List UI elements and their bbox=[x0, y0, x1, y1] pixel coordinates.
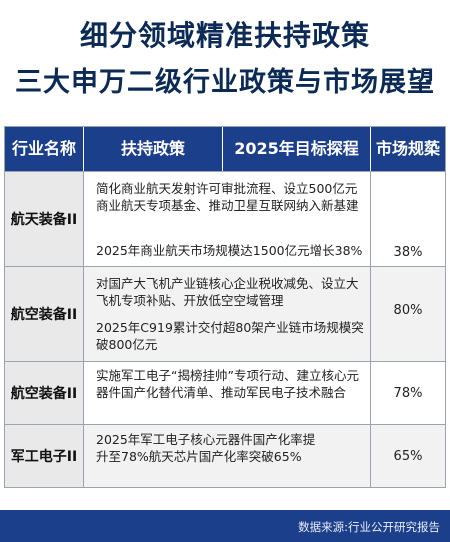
footer-bar: 数据来源:行业公开研究报告 bbox=[0, 510, 450, 542]
page-title: 细分领域精准扶持政策 bbox=[79, 19, 370, 52]
target-text: 2025年商业航天市场规模达1500亿元增长38% bbox=[96, 243, 363, 258]
policy-cell: 简化商业航天发射许可审批流程、设立500亿元商业航天专项基金、推动卫星互联网纳入… bbox=[84, 172, 371, 266]
title-area: 细分领域精准扶持政策 三大申万二级行业政策与市场展望 bbox=[0, 0, 450, 122]
data-source: 数据来源:行业公开研究报告 bbox=[298, 520, 440, 534]
page-subtitle: 三大申万二级行业政策与市场展望 bbox=[15, 67, 435, 98]
table-row: 军工电子II 2025年军工电子核心元器件国产化率提升至78%航天芯片国产化率突… bbox=[5, 424, 445, 487]
header-target: 2025年目标探程 bbox=[223, 127, 371, 171]
header-industry: 行业名称 bbox=[5, 127, 84, 171]
market-cell: 65% bbox=[393, 448, 423, 464]
policy-cell: 2025年军工电子核心元器件国产化率提升至78%航天芯片国产化率突破65% bbox=[84, 425, 371, 487]
industry-cell: 军工电子II bbox=[5, 425, 84, 487]
table-row: 航天装备II 简化商业航天发射许可审批流程、设立500亿元商业航天专项基金、推动… bbox=[5, 171, 445, 266]
table-row: 航空装备II 实施军工电子“揭榜挂帅”专项行动、建立核心元器件国产化替代清单、推… bbox=[5, 361, 445, 424]
policy-text: 简化商业航天发射许可审批流程、设立500亿元商业航天专项基金、推动卫星互联网纳入… bbox=[96, 181, 359, 213]
industry-cell: 航空装备II bbox=[5, 362, 84, 424]
policy-table: 行业名称 扶持政策 2025年目标探程 市场规蒅 航天装备II 简化商业航天发射… bbox=[4, 126, 446, 488]
policy-text: 实施军工电子“揭榜挂帅”专项行动、建立核心元器件国产化替代清单、推动军民电子技术… bbox=[96, 368, 359, 400]
table-header: 行业名称 扶持政策 2025年目标探程 市场规蒅 bbox=[5, 127, 445, 171]
target-text: 2025年C919累计交付超80架产业链市场规模突破800亿元 bbox=[96, 320, 364, 352]
industry-cell: 航天装备II bbox=[5, 172, 84, 266]
header-policy: 扶持政策 bbox=[84, 127, 223, 171]
market-cell: 80% bbox=[393, 302, 423, 318]
market-cell: 78% bbox=[393, 385, 423, 401]
header-market: 市场规蒅 bbox=[375, 139, 440, 158]
policy-cell: 实施军工电子“揭榜挂帅”专项行动、建立核心元器件国产化替代清单、推动军民电子技术… bbox=[84, 362, 371, 424]
policy-cell: 对国产大飞机产业链核心企业税收减免、设立大飞机专项补贴、开放低空空域管理 202… bbox=[84, 267, 371, 361]
policy-text: 2025年军工电子核心元器件国产化率提升至78%航天芯片国产化率突破65% bbox=[96, 432, 316, 464]
policy-text: 对国产大飞机产业链核心企业税收减免、设立大飞机专项补贴、开放低空空域管理 bbox=[96, 276, 359, 308]
market-cell: 38% bbox=[393, 245, 423, 260]
industry-cell: 航空装备II bbox=[5, 267, 84, 361]
table-row: 航空装备II 对国产大飞机产业链核心企业税收减免、设立大飞机专项补贴、开放低空空… bbox=[5, 266, 445, 361]
